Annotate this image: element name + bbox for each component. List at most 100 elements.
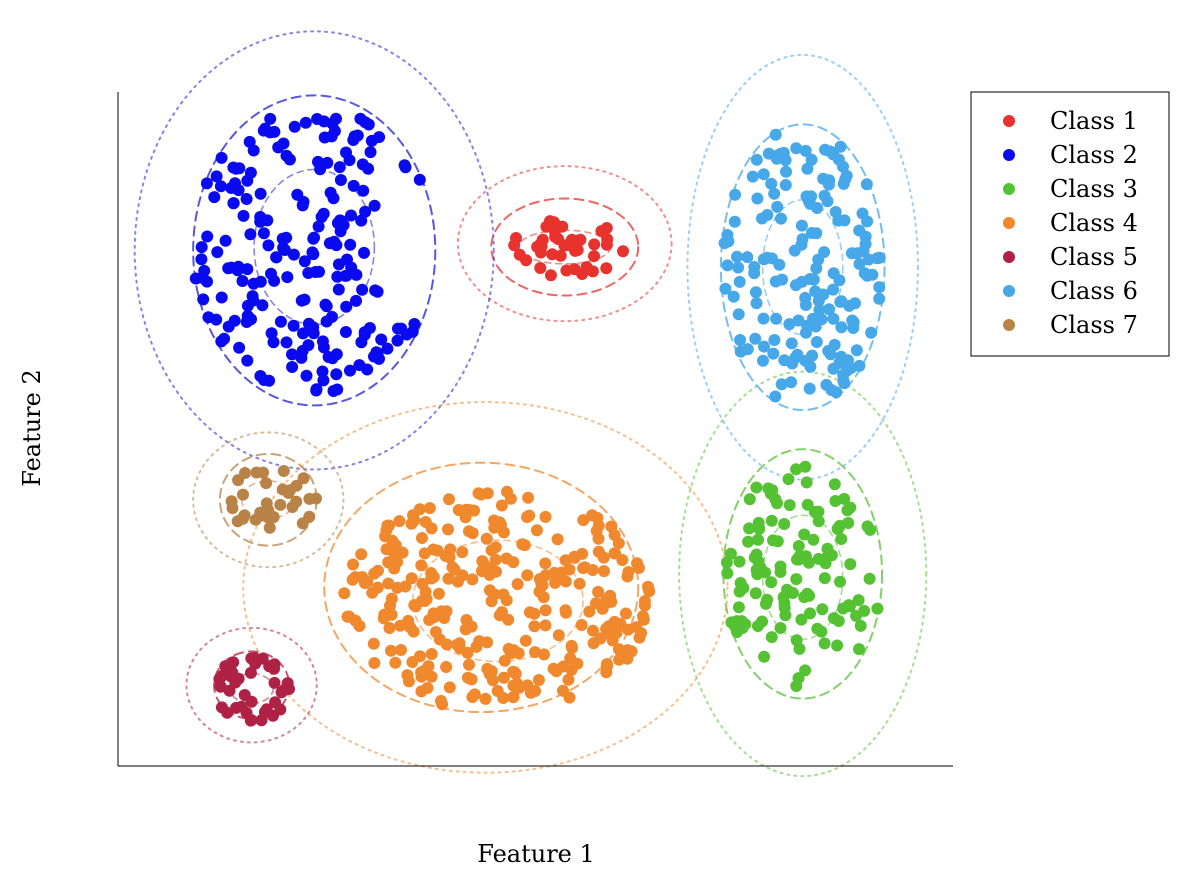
point-class-4 [483,668,496,681]
point-class-2 [347,179,360,192]
point-class-6 [835,350,848,363]
point-class-2 [310,383,323,396]
point-class-4 [604,589,617,602]
point-class-3 [753,522,766,535]
point-class-3 [790,573,803,586]
point-class-5 [274,703,287,716]
point-class-6 [750,153,763,166]
point-class-6 [803,382,816,395]
ellipse-mid-class-1 [490,197,640,297]
point-class-6 [720,235,733,248]
point-class-4 [575,619,588,631]
point-class-6 [785,337,798,350]
point-class-2 [268,125,281,138]
point-class-5 [245,695,258,708]
point-class-4 [425,648,438,660]
point-class-2 [208,191,221,204]
point-class-3 [791,553,803,566]
point-class-4 [577,514,590,527]
point-class-2 [201,230,214,243]
point-class-2 [299,116,312,129]
point-class-6 [780,165,792,178]
point-class-4 [622,623,635,636]
point-class-4 [643,585,656,598]
point-class-2 [240,193,253,205]
point-class-4 [489,553,502,566]
point-class-4 [637,610,649,623]
point-class-3 [795,613,808,626]
point-class-4 [488,514,500,527]
point-class-6 [767,347,780,360]
point-class-6 [828,338,841,351]
point-class-4 [612,537,625,550]
point-class-2 [254,187,267,200]
point-class-6 [809,285,822,298]
point-class-4 [512,647,525,660]
ellipse-outer-class-5 [185,626,318,744]
point-class-2 [302,267,315,279]
point-class-5 [215,701,228,714]
point-class-2 [371,285,384,298]
point-class-4 [587,624,599,637]
point-class-6 [750,297,763,310]
point-class-3 [841,504,854,517]
point-class-4 [393,515,406,528]
point-class-2 [312,155,324,168]
point-class-2 [353,359,366,372]
point-class-5 [244,714,257,727]
point-class-3 [844,558,857,571]
point-class-4 [511,578,524,591]
point-class-3 [832,615,845,627]
legend-label-class-3: Class 3 [1050,175,1138,203]
point-class-4 [435,694,447,707]
point-class-4 [479,692,492,705]
point-class-3 [799,460,812,473]
point-class-3 [771,535,784,548]
point-class-4 [406,656,419,668]
point-class-4 [573,577,586,590]
point-class-6 [804,360,817,373]
point-class-4 [415,666,428,679]
point-class-3 [853,643,865,656]
point-class-6 [801,162,814,175]
point-class-3 [749,587,762,600]
point-class-3 [793,642,806,655]
point-class-6 [741,251,754,264]
ellipse-outer-class-2 [133,30,495,471]
point-class-2 [241,299,254,312]
ellipse-outer-class-6 [686,53,919,481]
point-class-6 [824,348,837,361]
point-class-2 [245,313,257,326]
point-class-2 [345,209,357,222]
point-class-2 [232,260,245,273]
point-class-6 [751,192,764,205]
point-class-4 [401,669,414,682]
point-class-3 [743,522,756,535]
point-class-4 [347,558,359,571]
point-class-2 [317,207,330,220]
point-class-4 [446,561,459,574]
point-class-1 [588,238,601,251]
point-class-6 [721,259,734,272]
ellipse-mid-class-6 [719,123,886,412]
point-class-6 [769,275,782,288]
point-class-4 [481,636,494,649]
point-class-2 [319,298,332,311]
legend-label-class-1: Class 1 [1050,107,1138,135]
point-class-6 [775,378,788,391]
point-class-3 [778,597,791,610]
point-class-4 [552,629,565,642]
point-class-2 [413,173,426,186]
point-class-7 [239,467,251,479]
point-class-2 [350,294,362,307]
point-class-4 [418,595,431,607]
point-class-2 [362,118,375,131]
point-class-4 [442,523,454,536]
ellipse-outer-class-7 [192,431,345,569]
point-layer [189,112,886,727]
legend-marker-class-4 [1003,217,1015,229]
point-class-3 [816,603,829,616]
point-class-4 [440,638,453,651]
point-class-2 [334,174,347,186]
point-class-6 [792,314,805,327]
